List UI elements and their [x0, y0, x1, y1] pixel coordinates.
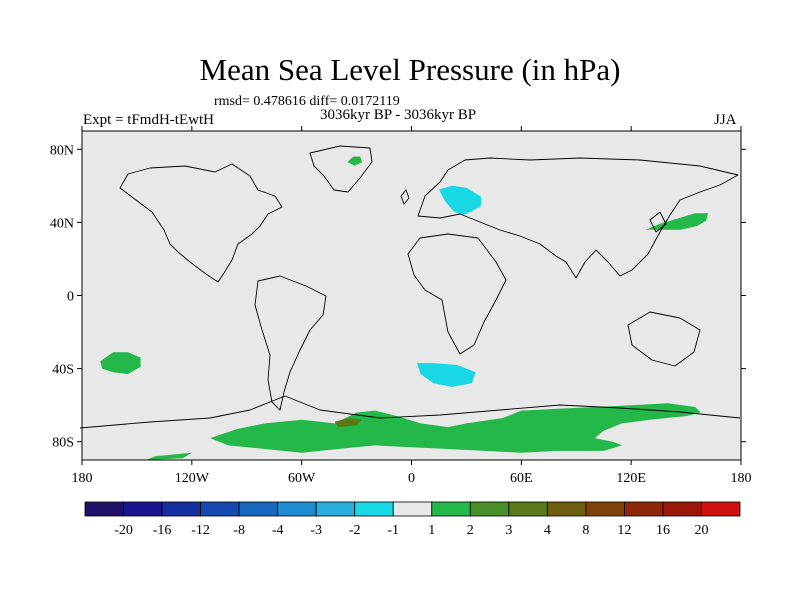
- lon-tick-label: 60W: [288, 471, 316, 486]
- chart-title: Mean Sea Level Pressure (in hPa): [199, 52, 621, 87]
- coastline-british-isles: [400, 189, 410, 205]
- lat-tick-label: 80N: [50, 143, 74, 158]
- colorbar: -20 -16 -12 -8 -4 -3 -2 -1 1 2 3 4 8 12 16 20: [84, 501, 741, 538]
- colorbar-label: -16: [153, 523, 172, 538]
- anomaly-region-6: [439, 185, 482, 216]
- coastline-australia: [627, 311, 701, 367]
- colorbar-swatch: [315, 501, 356, 517]
- season-label: JJA: [714, 112, 737, 128]
- lon-tick-label: 180: [72, 471, 93, 486]
- colorbar-label: -4: [272, 523, 284, 538]
- lon-tick-label: 120E: [616, 471, 646, 486]
- colorbar-swatch: [701, 501, 741, 517]
- colorbar-swatch: [392, 501, 433, 517]
- lon-tick-label: 0: [408, 471, 415, 486]
- rmsd-diff-label: rmsd= 0.478616 diff= 0.0172119: [214, 94, 400, 109]
- axis-ticks: 180 120W 60W 0 60E 120E 180 80N 40N 0 40S 80S: [50, 126, 752, 486]
- colorbar-swatch: [200, 501, 240, 517]
- coastline-greenland: [309, 145, 373, 193]
- colorbar-swatch: [238, 501, 279, 517]
- colorbar-swatch: [277, 501, 317, 517]
- anomaly-region-4: [645, 213, 708, 230]
- colorbar-label: 2: [467, 523, 474, 538]
- colorbar-swatch: [431, 501, 471, 517]
- anomaly-region-2: [100, 352, 141, 375]
- lat-tick-label: 40N: [50, 216, 74, 231]
- colorbar-label: -20: [114, 523, 133, 538]
- colorbar-label: 1: [428, 523, 435, 538]
- lon-tick-label: 60E: [510, 471, 533, 486]
- coastline-north-america: [119, 163, 283, 283]
- colorbar-label: 20: [694, 523, 708, 538]
- period-label: 3036kyr BP - 3036kyr BP: [320, 107, 477, 123]
- colorbar-swatch: [546, 501, 587, 517]
- colorbar-swatch: [508, 501, 548, 517]
- colorbar-swatch: [354, 501, 394, 517]
- colorbar-label: 8: [582, 523, 589, 538]
- lat-tick-label: 40S: [52, 363, 74, 378]
- plot-background: [82, 131, 741, 460]
- lon-tick-label: 120W: [175, 471, 210, 486]
- anomaly-region-7: [417, 363, 476, 387]
- colorbar-label: -12: [191, 523, 210, 538]
- colorbar-label: -2: [349, 523, 361, 538]
- anomaly-layer: [100, 156, 708, 460]
- colorbar-label: 12: [617, 523, 631, 538]
- colorbar-label: 3: [505, 523, 512, 538]
- colorbar-label: -8: [233, 523, 245, 538]
- coastline-south-america: [254, 275, 327, 411]
- coastline-japan: [649, 211, 667, 233]
- coastline-antarctica: [79, 395, 741, 429]
- coastlines: [79, 145, 741, 429]
- anomaly-region-1: [146, 452, 192, 460]
- colorbar-swatch: [662, 501, 702, 517]
- colorbar-swatch: [161, 501, 201, 517]
- coastline-africa: [407, 233, 507, 355]
- colorbar-label: -3: [310, 523, 322, 538]
- colorbar-swatch: [84, 501, 124, 517]
- colorbar-swatch: [123, 501, 163, 517]
- anomaly-region-3: [347, 156, 363, 166]
- colorbar-swatch: [624, 501, 664, 517]
- experiment-label: Expt = tFmdH-tEwtH: [83, 112, 214, 128]
- anomaly-region-5: [334, 418, 363, 428]
- lat-tick-label: 0: [67, 290, 74, 305]
- anomaly-region-0: [210, 403, 701, 453]
- colorbar-label: 16: [656, 523, 670, 538]
- lat-tick-label: 80S: [52, 436, 74, 451]
- coastline-eurasia: [417, 157, 739, 279]
- colorbar-label: 4: [544, 523, 551, 538]
- lon-tick-label: 180: [731, 471, 752, 486]
- colorbar-label: -1: [387, 523, 399, 538]
- colorbar-swatch: [469, 501, 510, 517]
- colorbar-swatch: [585, 501, 625, 517]
